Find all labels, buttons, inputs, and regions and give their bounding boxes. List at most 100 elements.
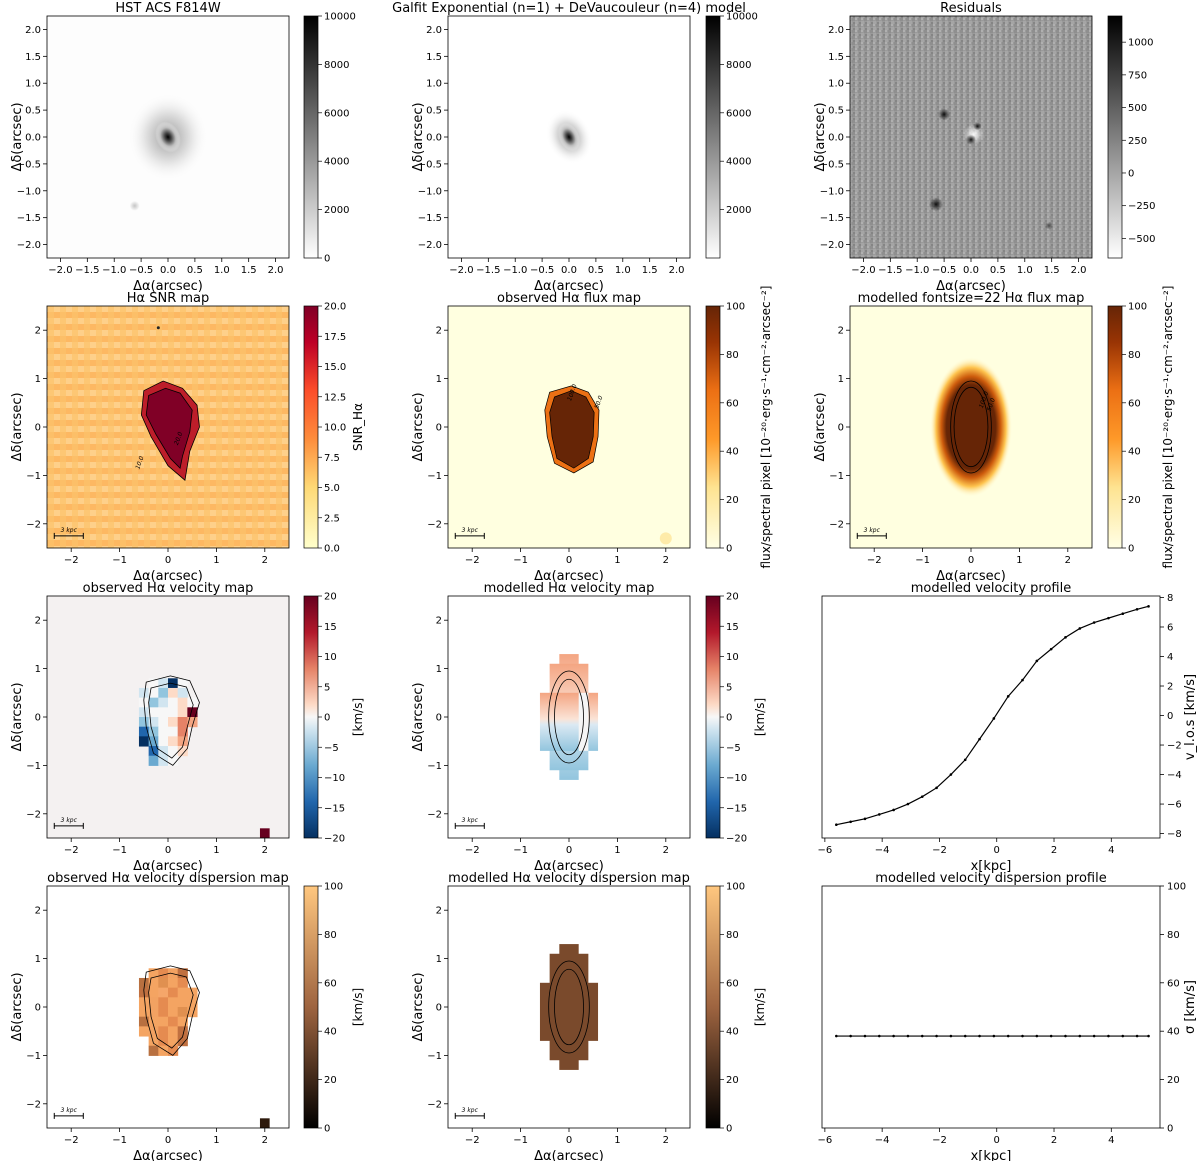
colorbar-tick-label: 0: [726, 713, 732, 724]
map-pixel: [138, 1007, 150, 1018]
map-pixel: [138, 977, 150, 989]
map-pixel: [148, 1045, 159, 1056]
map-pixel: [168, 1036, 179, 1047]
y-tick-label: 2: [436, 906, 442, 917]
x-tick-label: 1: [614, 555, 620, 566]
x-tick-label: 1.0: [214, 265, 230, 276]
colorbar-tick-label: 20.0: [324, 302, 346, 313]
colorbar-tick-label: 20: [324, 592, 337, 603]
x-tick-label: −2: [465, 555, 480, 566]
map-pixel: [158, 746, 169, 757]
residual-dark-1: [938, 108, 951, 121]
y-tick-label: −2: [427, 519, 442, 530]
model-flux: [929, 356, 1013, 498]
y-tick-label: −2: [26, 809, 41, 820]
y-axis-label: Δδ(arcsec): [10, 972, 25, 1041]
map-pixel: [148, 678, 159, 689]
x-tick-label: 4: [1108, 1135, 1114, 1146]
colorbar-tick-label: 60: [726, 398, 739, 409]
x-tick-label: −0.5: [932, 265, 956, 276]
panel-title: modelled Hα velocity dispersion map: [448, 871, 690, 886]
colorbar-tick-label: 750: [1128, 70, 1147, 81]
x-tick-label: −1.5: [476, 265, 500, 276]
map-pixel: [177, 697, 188, 708]
y-tick-label: −1: [427, 1051, 442, 1062]
y-tick-label: 0.5: [25, 106, 41, 117]
map-pixel: [158, 1007, 169, 1018]
x-tick-label: 2: [663, 555, 669, 566]
flux-contour: [544, 385, 600, 474]
x-tick-label: 0: [165, 845, 171, 856]
x-axis-label: Δα(arcsec): [534, 1149, 604, 1161]
x-tick-label: −2: [64, 555, 79, 566]
y-tick-label: 2: [35, 616, 41, 627]
map-pixel: [158, 977, 169, 989]
colorbar: [303, 595, 319, 839]
map-pixel: [177, 1026, 188, 1037]
y-tick-label: −2: [427, 1099, 442, 1110]
x-tick-label: −2: [465, 845, 480, 856]
map-pixel: [177, 687, 188, 699]
x-tick-label: 1.5: [1044, 265, 1060, 276]
panel-title: HST ACS F814W: [115, 1, 221, 16]
map-pixel: [158, 726, 169, 737]
map-pixel: [168, 697, 179, 708]
y-tick-label: −1.5: [820, 213, 844, 224]
y-tick-label: 40: [1167, 1027, 1180, 1038]
profile-point: [1107, 616, 1110, 620]
x-tick-label: −1: [513, 845, 528, 856]
y-tick-label: 1.5: [25, 52, 41, 63]
panel-1: −2.0 −1.5 −1.0 −0.5 0.0 0.5 1.0 1.5 2.0−2.0−1.5−…: [10, 1, 356, 294]
x-tick-label: 1.5: [642, 265, 658, 276]
colorbar-tick-label: 0: [726, 544, 732, 555]
panel-image: [850, 16, 1092, 258]
colorbar: [705, 595, 721, 839]
y-tick-label: 2.0: [25, 25, 41, 36]
y-tick-label: 2: [838, 326, 844, 337]
profile-point: [1135, 1034, 1139, 1038]
y-tick-label: −2: [829, 519, 844, 530]
galaxy-core: [155, 121, 181, 153]
x-tick-label: 2: [262, 1135, 268, 1146]
y-tick-label: 4: [1167, 652, 1173, 663]
x-axis-label: Δα(arcsec): [534, 279, 604, 294]
panel-image: [448, 886, 690, 1128]
y-tick-label: 2.0: [426, 25, 442, 36]
panel-title: modelled velocity dispersion profile: [875, 871, 1106, 886]
x-tick-label: 1: [614, 845, 620, 856]
profile-point: [920, 795, 924, 798]
y-axis-label: Δδ(arcsec): [411, 682, 426, 751]
map-pixel: [187, 997, 198, 1008]
colorbar-tick-label: 40: [726, 1027, 739, 1038]
map-pixel: [158, 987, 169, 998]
x-axis-label: Δα(arcsec): [534, 859, 604, 874]
map-pixel: [177, 977, 188, 989]
flux-spot: [659, 532, 672, 545]
map-pixel: [138, 726, 150, 737]
x-tick-label: 2: [1065, 555, 1071, 566]
profile-point: [1049, 1034, 1053, 1038]
colorbar-tick-label: 10000: [726, 12, 758, 23]
profile-point: [863, 1034, 867, 1038]
y-axis-label: v_l.o.s [km/s]: [1183, 674, 1198, 760]
map-pixel: [138, 707, 150, 718]
map-pixel: [138, 997, 150, 1008]
x-tick-label: 1: [614, 1135, 620, 1146]
colorbar-tick-label: 15: [324, 622, 337, 633]
colorbar-label: [km/s]: [351, 988, 365, 1026]
map-pixel: [148, 987, 159, 998]
y-tick-label: 1: [838, 374, 844, 385]
x-tick-label: −1.0: [503, 265, 527, 276]
x-tick-label: 0.5: [588, 265, 604, 276]
panel-image: [835, 605, 1150, 827]
colorbar-tick-label: 250: [1128, 136, 1147, 147]
map-pixel: [177, 1016, 188, 1027]
colorbar-tick-label: 8000: [726, 60, 751, 71]
x-tick-label: 0.5: [990, 265, 1006, 276]
map-pixel: [187, 717, 198, 728]
map-pixel: [148, 736, 159, 747]
profile-point: [992, 717, 996, 720]
x-tick-label: 2: [1051, 845, 1057, 856]
map-pixel: [158, 1016, 169, 1027]
x-tick-label: 2: [1051, 1135, 1057, 1146]
